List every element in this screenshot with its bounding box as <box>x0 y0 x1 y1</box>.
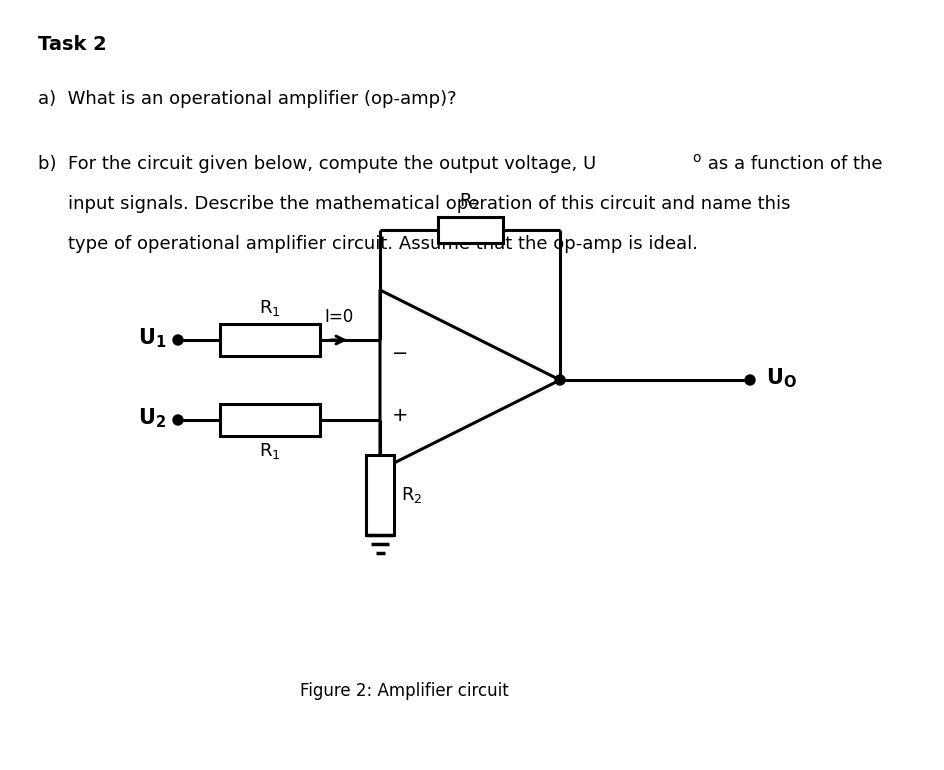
Text: +: + <box>392 406 409 425</box>
Text: a)  What is an operational amplifier (op-amp)?: a) What is an operational amplifier (op-… <box>38 90 457 108</box>
Text: R$_1$: R$_1$ <box>260 441 280 461</box>
Text: b)  For the circuit given below, compute the output voltage, U: b) For the circuit given below, compute … <box>38 155 597 173</box>
Text: R$_1$: R$_1$ <box>260 298 280 318</box>
Text: type of operational amplifier circuit. Assume that the op-amp is ideal.: type of operational amplifier circuit. A… <box>68 235 698 253</box>
Text: $\mathbf{U_O}$: $\mathbf{U_O}$ <box>766 367 797 390</box>
Text: $\mathbf{U_2}$: $\mathbf{U_2}$ <box>138 407 166 430</box>
Bar <box>366 455 394 535</box>
Text: o: o <box>692 151 700 165</box>
Text: R$_2$: R$_2$ <box>460 191 480 211</box>
Text: I=0: I=0 <box>324 308 353 326</box>
Circle shape <box>173 335 183 345</box>
Text: R$_2$: R$_2$ <box>401 485 422 505</box>
Bar <box>437 217 502 243</box>
Circle shape <box>555 375 565 385</box>
Circle shape <box>745 375 755 385</box>
Text: as a function of the: as a function of the <box>702 155 883 173</box>
Bar <box>220 404 320 436</box>
Text: $\mathbf{U_1}$: $\mathbf{U_1}$ <box>138 326 166 350</box>
Text: Task 2: Task 2 <box>38 35 107 54</box>
Circle shape <box>173 415 183 425</box>
Text: −: − <box>392 344 409 363</box>
Bar <box>220 324 320 356</box>
Text: Figure 2: Amplifier circuit: Figure 2: Amplifier circuit <box>300 682 509 700</box>
Text: input signals. Describe the mathematical operation of this circuit and name this: input signals. Describe the mathematical… <box>68 195 790 213</box>
